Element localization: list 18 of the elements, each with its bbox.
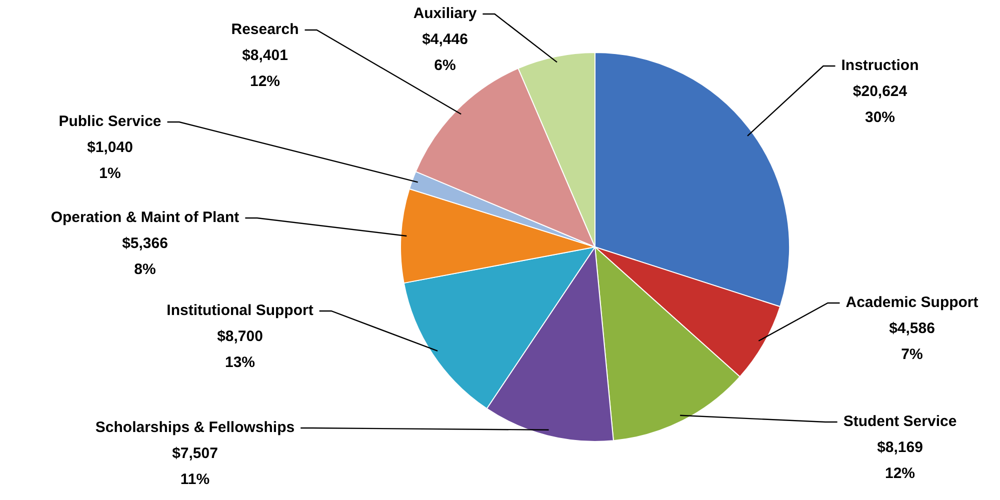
slice-label: Institutional Support [166, 302, 314, 320]
slice-label: Operation & Maint of Plant [50, 209, 240, 226]
data-label: $8,169 12% [877, 439, 923, 482]
data-label: $4,586 7% [889, 320, 935, 364]
slice-label: Instruction [841, 57, 919, 74]
slice-label: Scholarships & Fellowships [95, 419, 295, 436]
data-label: $1,040 1% [87, 139, 133, 182]
data-label: $7,507 11% [172, 445, 218, 488]
data-label: $4,446 6% [422, 31, 468, 74]
data-label: $8,401 12% [242, 47, 288, 90]
slice-label: Research [231, 21, 299, 38]
data-label: $5,366 8% [122, 235, 168, 278]
data-label: $20,624 30% [852, 83, 908, 126]
slice-label: Auxiliary [413, 5, 478, 22]
slice-label: Student Service [843, 413, 957, 430]
slice-label: Academic Support [846, 294, 978, 312]
slice-label: Public Service [58, 113, 162, 130]
data-label: $8,700 13% [217, 328, 263, 372]
